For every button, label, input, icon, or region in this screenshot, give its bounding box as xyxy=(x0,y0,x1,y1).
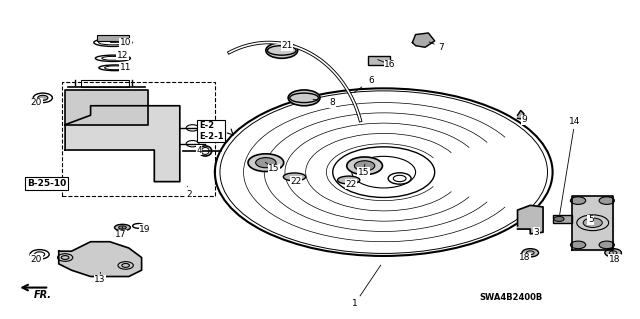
Text: 19: 19 xyxy=(139,225,150,234)
Circle shape xyxy=(255,158,276,168)
Text: E-2
E-2-1: E-2 E-2-1 xyxy=(199,121,223,141)
Polygon shape xyxy=(518,110,524,119)
Text: 20: 20 xyxy=(31,98,42,107)
Text: 15: 15 xyxy=(268,165,280,174)
Text: 16: 16 xyxy=(385,60,396,69)
Text: 18: 18 xyxy=(609,255,620,263)
Circle shape xyxy=(605,249,621,257)
Text: B-25-10: B-25-10 xyxy=(27,179,66,188)
Text: 3: 3 xyxy=(534,228,540,237)
Text: 18: 18 xyxy=(520,253,531,262)
Text: 8: 8 xyxy=(330,98,335,107)
Text: 14: 14 xyxy=(569,117,580,126)
Circle shape xyxy=(570,241,586,249)
Text: 22: 22 xyxy=(345,180,356,189)
Circle shape xyxy=(554,216,564,221)
Ellipse shape xyxy=(115,224,131,231)
Polygon shape xyxy=(412,33,435,47)
Bar xyxy=(368,56,390,65)
Ellipse shape xyxy=(118,226,126,229)
Circle shape xyxy=(288,90,320,106)
Circle shape xyxy=(570,197,586,204)
Text: 11: 11 xyxy=(120,63,131,72)
Bar xyxy=(62,82,215,196)
Text: 7: 7 xyxy=(438,43,444,52)
Circle shape xyxy=(248,154,284,172)
Circle shape xyxy=(522,249,539,257)
Text: 5: 5 xyxy=(588,215,594,224)
Text: 21: 21 xyxy=(281,41,292,50)
Circle shape xyxy=(266,42,298,58)
Circle shape xyxy=(599,197,614,204)
Polygon shape xyxy=(518,205,543,234)
Circle shape xyxy=(599,241,614,249)
Text: 10: 10 xyxy=(120,38,131,47)
Text: 20: 20 xyxy=(31,255,42,263)
Polygon shape xyxy=(65,106,180,182)
Polygon shape xyxy=(59,242,141,277)
Bar xyxy=(97,34,129,41)
Circle shape xyxy=(583,218,602,227)
Text: FR.: FR. xyxy=(34,290,52,300)
Text: 1: 1 xyxy=(352,299,358,308)
Text: 6: 6 xyxy=(368,76,374,85)
Text: 22: 22 xyxy=(290,176,301,186)
Circle shape xyxy=(38,95,48,100)
Polygon shape xyxy=(572,196,613,250)
Text: 12: 12 xyxy=(116,51,128,60)
Circle shape xyxy=(355,161,375,171)
Text: 13: 13 xyxy=(95,275,106,284)
Circle shape xyxy=(347,157,383,175)
Ellipse shape xyxy=(337,176,360,184)
Ellipse shape xyxy=(284,173,306,181)
Text: 9: 9 xyxy=(521,115,527,124)
Text: 4: 4 xyxy=(196,145,202,154)
Text: SWA4B2400B: SWA4B2400B xyxy=(479,293,543,301)
Text: 2: 2 xyxy=(186,190,192,199)
Text: 17: 17 xyxy=(115,230,127,239)
Polygon shape xyxy=(65,90,148,125)
Text: 15: 15 xyxy=(358,168,369,177)
Bar xyxy=(81,80,129,87)
Bar xyxy=(552,215,572,223)
